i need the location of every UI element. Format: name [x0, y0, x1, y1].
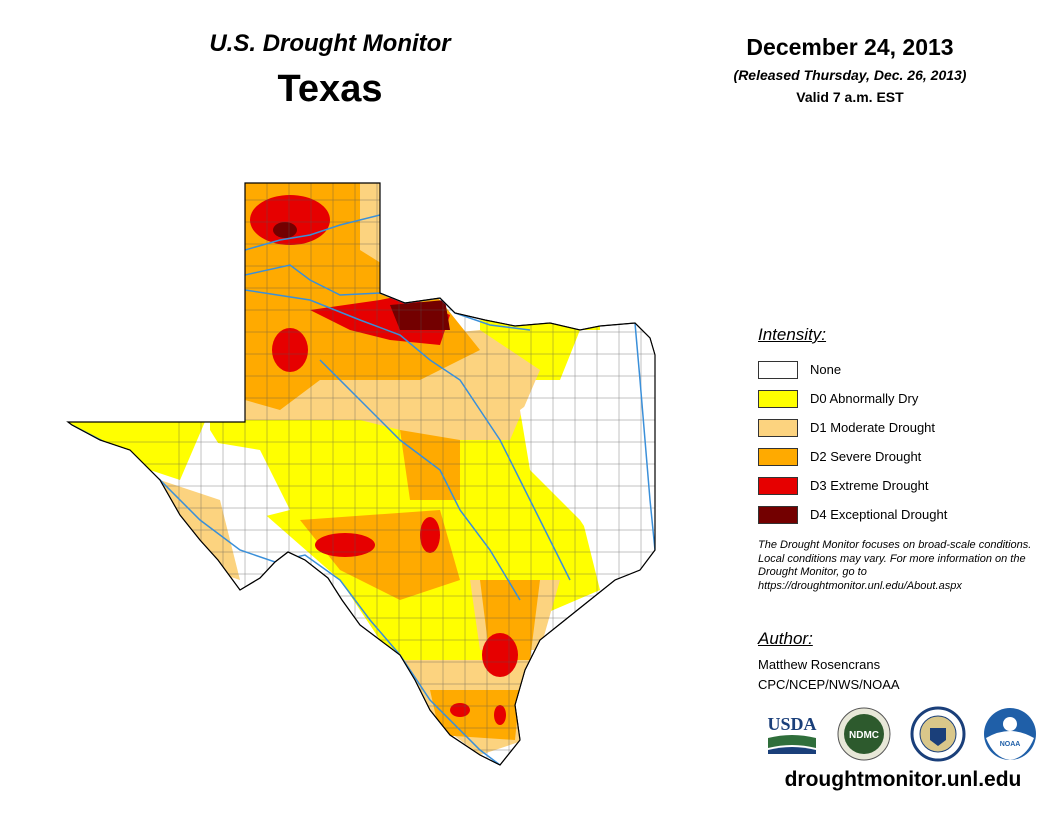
colorado-river: [319, 359, 521, 601]
intensity-legend: Intensity: None D0 Abnormally Dry D1 Mod…: [758, 325, 1048, 529]
legend-label-d1: D1 Moderate Drought: [810, 420, 936, 435]
legend-swatch-d0: [758, 389, 798, 408]
drought-monitor-note: The Drought Monitor focuses on broad-sca…: [758, 539, 1032, 592]
rivers: [71, 214, 655, 765]
legend-label-d0: D0 Abnormally Dry: [810, 391, 919, 406]
d3-area-south-plains: [272, 328, 308, 372]
legend-label-d2: D2 Severe Drought: [810, 449, 922, 464]
d0-area-west: [68, 410, 210, 480]
usda-logo: USDA: [767, 714, 817, 754]
legend-item-d0: D0 Abnormally Dry: [758, 384, 1048, 413]
d2-area-valley: [430, 690, 520, 740]
d3-area-valley-east: [494, 705, 506, 725]
legend-swatch-d2: [758, 447, 798, 466]
d2-area-hill-country: [300, 510, 460, 600]
ndmc-logo-text: NDMC: [849, 730, 879, 741]
legend-item-d4: D4 Exceptional Drought: [758, 500, 1048, 529]
author-name: Matthew Rosencrans: [758, 657, 881, 672]
author-heading: Author:: [758, 629, 813, 648]
d3-area-valley-west: [450, 703, 470, 717]
brazos-river: [244, 289, 571, 581]
author-organization: CPC/NCEP/NWS/NOAA: [758, 677, 900, 692]
d3-area-north-panhandle: [250, 195, 330, 245]
d4-area-panhandle: [273, 222, 297, 238]
legend-item-d1: D1 Moderate Drought: [758, 413, 1048, 442]
partner-logos: USDA NDMC NOAA: [767, 706, 1036, 762]
valid-time: Valid 7 a.m. EST: [796, 89, 904, 105]
none-area-east: [520, 330, 655, 580]
legend-swatch-d1: [758, 418, 798, 437]
usda-logo-text: USDA: [767, 714, 816, 734]
texas-border: [66, 182, 656, 766]
ndmc-logo: NDMC: [837, 707, 891, 761]
d3-area-coastal-bend: [482, 633, 518, 677]
legend-swatch-d4: [758, 505, 798, 524]
d4-area-red-river: [390, 300, 450, 330]
commerce-seal-logo: [910, 706, 966, 762]
legend-item-d2: D2 Severe Drought: [758, 442, 1048, 471]
release-date: (Released Thursday, Dec. 26, 2013): [733, 67, 967, 83]
d2-area-north-central: [400, 430, 460, 500]
sabine-river: [634, 322, 655, 551]
legend-label-none: None: [810, 362, 842, 377]
noaa-logo: NOAA: [984, 708, 1036, 760]
state-name: Texas: [277, 68, 383, 110]
canadian-river: [244, 214, 381, 251]
d3-area-hill-center: [420, 517, 440, 553]
legend-item-d3: D3 Extreme Drought: [758, 471, 1048, 500]
texas-drought-map: [66, 182, 656, 766]
legend-item-none: None: [758, 355, 1048, 384]
website-url[interactable]: droughtmonitor.unl.edu: [784, 768, 1022, 791]
legend-swatch-none: [758, 360, 798, 379]
map-title: U.S. Drought Monitor: [209, 30, 451, 57]
legend-label-d4: D4 Exceptional Drought: [810, 507, 948, 522]
d3-area-edwards: [315, 533, 375, 557]
map-date: December 24, 2013: [746, 34, 954, 60]
legend-swatch-d3: [758, 476, 798, 495]
legend-label-d3: D3 Extreme Drought: [810, 478, 929, 493]
legend-title: Intensity:: [758, 325, 827, 344]
noaa-logo-text: NOAA: [1000, 741, 1021, 748]
